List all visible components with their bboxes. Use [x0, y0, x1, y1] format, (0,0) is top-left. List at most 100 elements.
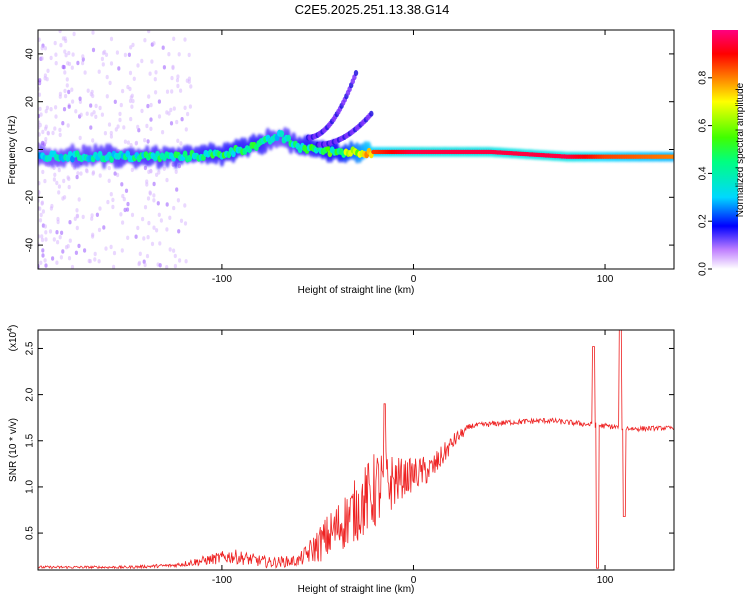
spectrogram-noise-point [97, 227, 102, 233]
spectrogram-noise-point [143, 38, 147, 43]
spectrogram-noise-point [49, 107, 53, 112]
spectrogram-noise-point [137, 261, 141, 267]
spectrogram-noise-point [72, 31, 76, 37]
spectrogram-noise-point [116, 172, 120, 178]
spectrogram-noise-point [105, 94, 109, 99]
spectrogram-noise-point [152, 193, 156, 198]
spectrogram-noise-point [129, 116, 133, 122]
spectrogram-noise-point [107, 165, 111, 171]
spectrogram-noise-point [165, 202, 169, 207]
spectrogram-noise-point [93, 251, 97, 257]
spectrogram-noise-point [177, 163, 181, 169]
spectrogram-noise-point [41, 209, 46, 214]
spectrogram-noise-point [120, 182, 124, 187]
spectrogram-noise-point [165, 227, 169, 232]
spectrogram-ridge-cell [286, 134, 291, 142]
spectrogram-noise-point [81, 54, 85, 59]
spectrogram-noise-point [67, 104, 71, 109]
spectrogram-noise-point [150, 241, 155, 247]
spectrogram-noise-point [138, 251, 142, 256]
spectrogram-noise-point [86, 88, 90, 93]
spectrogram-noise-point [152, 198, 156, 203]
colorbar-tick-label: 0.2 [698, 214, 709, 228]
figure-title: C2E5.2025.251.13.38.G14 [295, 2, 450, 17]
colorbar: 0.0 0.2 0.4 0.6 0.8 Normalized spectral ampl… [698, 30, 746, 276]
spectrogram-noise-point [53, 172, 57, 177]
spectrogram-noise-point [109, 130, 113, 136]
spectrogram-noise-point [145, 179, 149, 184]
spectrogram-noise-point [91, 138, 95, 143]
spectrogram-noise-point [158, 263, 162, 268]
spectrogram-noise-point [147, 169, 151, 175]
spectrogram-noise-point [103, 131, 107, 136]
spectrogram-noise-point [130, 93, 134, 99]
spectrogram-noise-point [173, 253, 177, 259]
spectrogram-noise-point [126, 140, 130, 145]
spectrogram-noise-point [112, 250, 117, 256]
spectrogram-noise-point [136, 63, 140, 68]
spectrogram-noise-point [44, 140, 48, 145]
spectrogram-noise-point [117, 66, 121, 71]
spectrogram-noise-point [131, 42, 135, 48]
spectrogram-noise-point [56, 240, 60, 245]
spectrogram-noise-point [172, 36, 176, 41]
spectrogram-noise-point [94, 103, 98, 109]
spectrogram-noise-point [58, 94, 62, 99]
spectrogram-noise-point [104, 52, 109, 57]
spectrogram-noise-point [41, 248, 45, 253]
spectrogram-noise-point [129, 143, 133, 148]
spectrogram-noise-point [75, 213, 79, 218]
spectrogram-noise-point [154, 70, 158, 75]
spectrogram-noise-point [94, 114, 98, 120]
snr-y-tick-label: 0.5 [25, 526, 36, 540]
spectrogram-noise-point [83, 248, 87, 253]
spectrogram-noise-point [71, 99, 75, 104]
spectrogram-noise-point [40, 201, 44, 206]
spectrogram-noise-point [40, 56, 44, 61]
spectrogram-noise-point [172, 205, 176, 211]
spectrogram-noise-point [63, 70, 67, 75]
spectrogram-noise-point [61, 64, 65, 70]
spectrogram-noise-point [62, 178, 66, 184]
spectrogram-noise-point [183, 203, 187, 208]
spectrogram-noise-point [74, 250, 78, 255]
spectrogram-noise-point [178, 258, 182, 263]
spectrogram-noise-point [91, 232, 95, 237]
spectrogram-noise-point [77, 243, 81, 249]
colorbar-label: Normalized spectral amplitude [735, 82, 746, 217]
spectrogram-noise-point [43, 224, 48, 229]
spectrogram-noise-point [61, 249, 65, 254]
spectrogram-noise-point [134, 234, 138, 239]
snr-marks [38, 330, 674, 570]
spectrogram-x-tick-label: 100 [597, 274, 614, 285]
spectrogram-noise-point [46, 68, 50, 74]
spectrogram-noise-point [184, 259, 188, 264]
spectrogram-noise-point [100, 56, 104, 62]
colorbar-tick-label: 0.6 [698, 118, 709, 132]
spectrogram-noise-point [152, 41, 156, 46]
spectrogram-noise-point [148, 191, 152, 196]
spectrogram-noise-point [51, 130, 55, 136]
spectrogram-noise-point [158, 241, 162, 246]
snr-y-label: SNR (10 * v/v) [8, 418, 19, 482]
spectrogram-noise-point [68, 220, 72, 225]
spectrogram-noise-point [136, 124, 140, 130]
spectrogram-noise-point [76, 171, 80, 176]
spectrogram-noise-point [152, 225, 156, 230]
snr-frame [37, 329, 675, 571]
spectrogram-panel: -100 0 100 -40 -20 0 20 40 Height of straight … [7, 29, 675, 296]
spectrogram-noise-point [161, 45, 165, 50]
spectrogram-noise-point [39, 112, 43, 117]
spectrogram-noise-point [176, 198, 180, 203]
spectrogram-branch-cell [353, 70, 359, 76]
spectrogram-noise-point [162, 65, 166, 70]
spectrogram-noise-point [126, 235, 130, 240]
spectrogram-noise-point [172, 248, 176, 253]
spectrogram-noise-point [176, 74, 180, 79]
spectrogram-noise-point [49, 55, 53, 61]
colorbar-tick-label: 0.8 [698, 70, 709, 84]
spectrogram-noise-point [90, 89, 94, 95]
spectrogram-noise-point [111, 204, 115, 210]
snr-y-tick-label: 2.5 [25, 341, 36, 355]
spectrogram-noise-point [109, 192, 113, 197]
